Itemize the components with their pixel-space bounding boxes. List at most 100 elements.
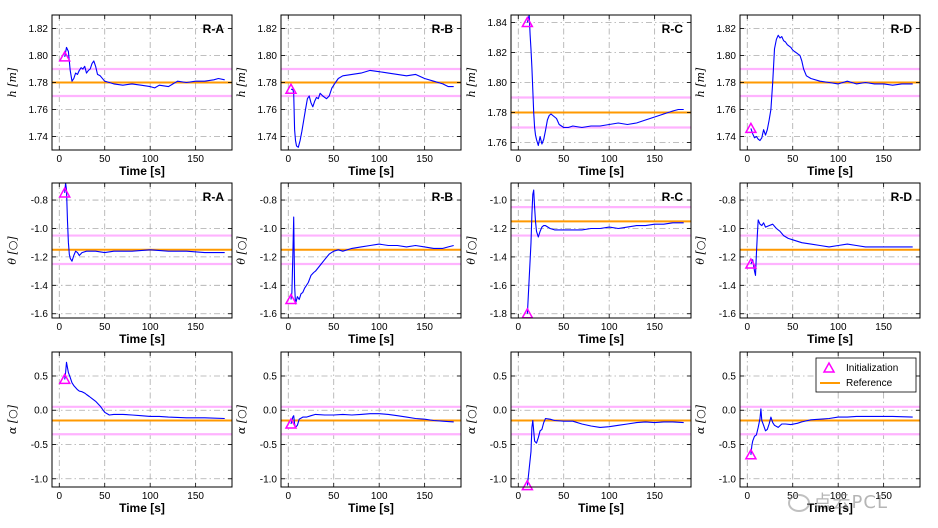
x-axis-label: Time [s] — [348, 332, 394, 346]
y-tick-label: 0.5 — [34, 371, 48, 382]
legend: Initialization Reference — [815, 357, 917, 393]
x-tick-label: 100 — [142, 491, 159, 502]
x-tick-label: 50 — [787, 154, 799, 165]
plot-area — [740, 405, 920, 455]
y-tick-label: -0.8 — [31, 196, 49, 207]
y-tick-label: 0.5 — [722, 371, 736, 382]
x-tick-label: 50 — [328, 154, 340, 165]
y-axis-label: θ [○] — [6, 236, 19, 265]
x-tick-label: 50 — [787, 322, 799, 333]
y-tick-label: -1.6 — [719, 309, 737, 320]
x-tick-label: 0 — [515, 322, 521, 333]
y-tick-label: 1.80 — [717, 51, 737, 62]
y-tick-label: -1.0 — [719, 474, 737, 485]
x-tick-label: 150 — [875, 322, 892, 333]
x-tick-label: 50 — [558, 154, 570, 165]
y-axis-label: h [m] — [6, 67, 19, 97]
x-tick-label: 100 — [601, 491, 618, 502]
y-tick-label: -1.0 — [260, 224, 278, 235]
panel-r1-c4: 0 50 100 150 1.74 1.76 1.78 1.80 1.82 Time [s] h [… — [694, 14, 921, 178]
plot-area — [281, 405, 461, 436]
y-tick-label: -1.0 — [719, 224, 737, 235]
y-tick-label: 1.78 — [29, 78, 49, 89]
panel-title: R-C — [662, 190, 684, 204]
y-tick-label: -1.4 — [260, 281, 278, 292]
panel-r1-c1: 0 50 100 150 1.74 1.76 1.78 1.80 1.82 Time [s] h [… — [6, 14, 233, 178]
panel-r2-c1: 0 50 100 150 -1.6 -1.4 -1.2 -1.0 -0.8 Time [s] θ [… — [6, 182, 233, 346]
y-tick-label: -0.8 — [719, 196, 737, 207]
x-tick-label: 50 — [99, 154, 111, 165]
y-tick-label: 1.76 — [717, 105, 737, 116]
y-tick-label: 0.5 — [263, 371, 277, 382]
x-tick-label: 100 — [142, 322, 159, 333]
y-tick-label: -1.0 — [31, 224, 49, 235]
y-tick-label: -1.6 — [260, 309, 278, 320]
axes-frame — [739, 182, 921, 319]
y-axis-label: α [○] — [465, 404, 478, 434]
y-tick-label: 0.0 — [34, 406, 48, 417]
y-tick-label: 0.0 — [263, 406, 277, 417]
x-tick-label: 150 — [646, 154, 663, 165]
x-axis-label: Time [s] — [578, 501, 624, 515]
x-tick-label: 100 — [601, 154, 618, 165]
x-tick-label: 50 — [558, 491, 570, 502]
watermark-text: 点云PCL — [813, 492, 888, 513]
y-tick-label: -1.0 — [490, 474, 508, 485]
x-tick-label: 0 — [744, 491, 750, 502]
y-axis-label: h [m] — [465, 67, 478, 97]
y-tick-label: 1.74 — [717, 132, 737, 143]
legend-box — [815, 357, 917, 393]
x-tick-label: 150 — [875, 491, 892, 502]
panel-title: R-B — [432, 22, 454, 36]
legend-initialization-label: Initialization — [846, 363, 898, 374]
y-tick-label: -1.2 — [490, 224, 508, 235]
x-tick-label: 0 — [56, 154, 62, 165]
x-tick-label: 0 — [285, 154, 291, 165]
x-tick-label: 0 — [285, 491, 291, 502]
y-axis-label: θ [○] — [694, 236, 707, 265]
panel-title: R-B — [432, 190, 454, 204]
y-tick-label: 1.76 — [29, 105, 49, 116]
y-axis-label: h [m] — [235, 67, 248, 97]
x-tick-label: 0 — [56, 322, 62, 333]
trajectory-line — [290, 216, 454, 305]
plot-area — [511, 15, 691, 147]
trajectory-line — [291, 69, 454, 148]
plot-area — [281, 216, 461, 305]
y-tick-label: 1.82 — [29, 24, 49, 35]
y-tick-label: 1.74 — [29, 132, 49, 143]
panel-r1-c2: 0 50 100 150 1.74 1.76 1.78 1.80 1.82 Time [s] h [… — [235, 14, 462, 178]
plot-area — [281, 67, 461, 148]
y-tick-label: -1.0 — [260, 474, 278, 485]
trajectory-line — [526, 15, 684, 147]
y-tick-label: -1.2 — [260, 252, 278, 263]
initialization-marker — [521, 15, 534, 28]
trajectory-line — [526, 417, 684, 486]
x-tick-label: 100 — [371, 154, 388, 165]
x-tick-label: 150 — [646, 491, 663, 502]
y-tick-label: 1.84 — [488, 18, 508, 29]
y-tick-label: 1.80 — [258, 51, 278, 62]
y-tick-label: -1.0 — [31, 474, 49, 485]
y-tick-label: 0.5 — [493, 371, 507, 382]
x-axis-label: Time [s] — [119, 501, 165, 515]
axes-frame — [280, 351, 462, 488]
wechat-icon — [787, 494, 810, 512]
x-tick-label: 100 — [142, 154, 159, 165]
legend-reference-label: Reference — [846, 378, 893, 389]
panel-title: R-D — [891, 22, 913, 36]
y-tick-label: 1.78 — [488, 108, 508, 119]
panel-r3-c1: 0 50 100 150 -1.0 -0.5 0.0 0.5 Time [s] α [○] — [6, 351, 233, 515]
trajectory-line — [750, 408, 913, 455]
x-tick-label: 0 — [515, 491, 521, 502]
initialization-marker — [744, 121, 758, 134]
x-axis-label: Time [s] — [578, 332, 624, 346]
axes-frame — [51, 182, 233, 319]
x-tick-label: 150 — [416, 491, 433, 502]
y-tick-label: -0.8 — [260, 196, 278, 207]
y-tick-label: 1.82 — [258, 24, 278, 35]
x-tick-label: 100 — [830, 491, 847, 502]
y-tick-label: -0.5 — [490, 440, 508, 451]
y-axis-label: α [○] — [694, 404, 707, 434]
